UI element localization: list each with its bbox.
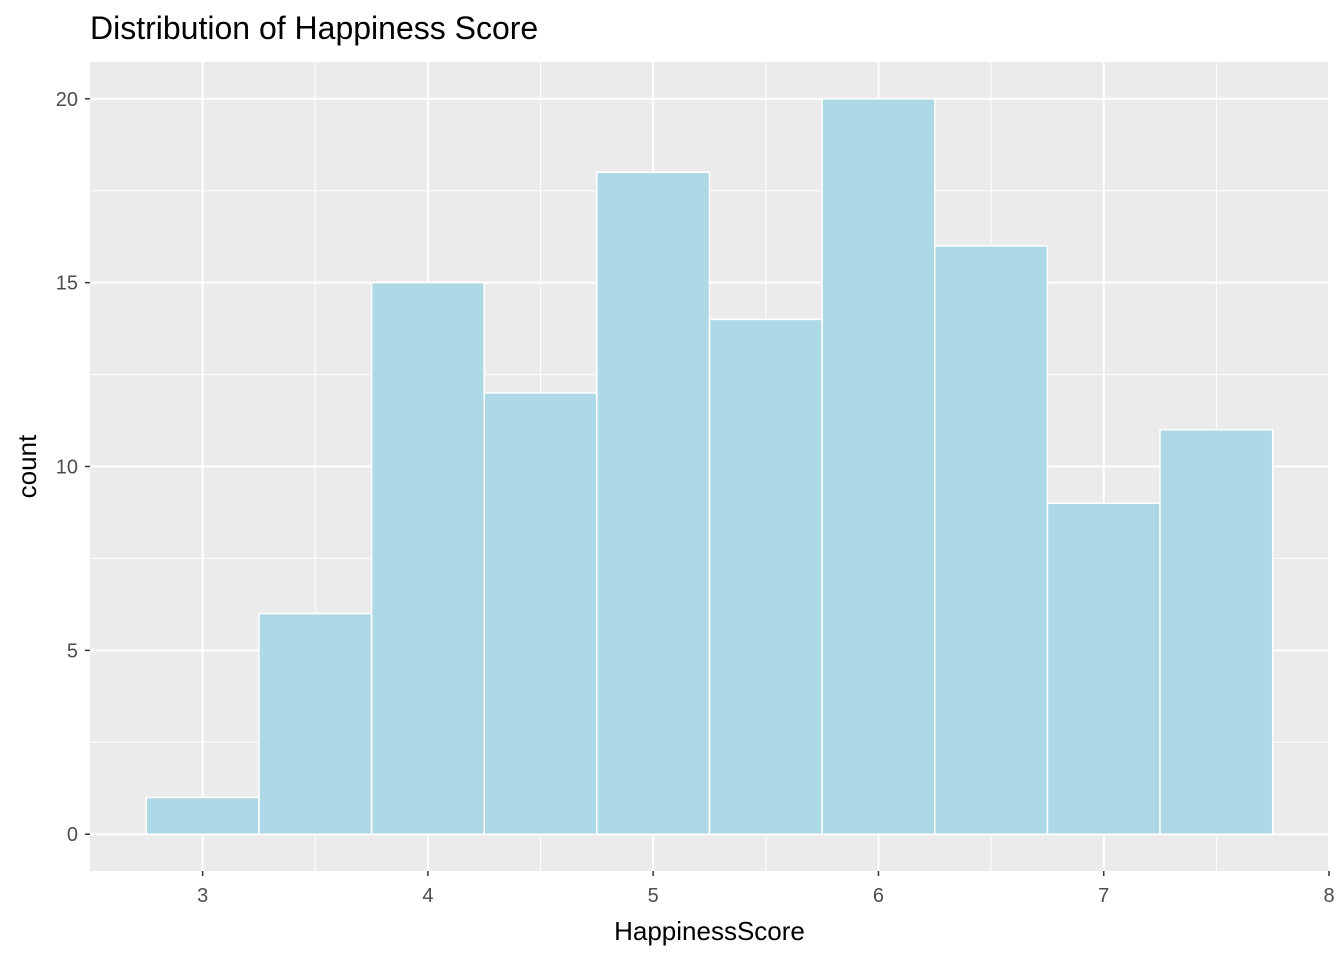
x-tick-label: 4 <box>422 885 433 907</box>
y-tick-label: 15 <box>56 273 78 295</box>
y-tick-label: 0 <box>67 824 78 846</box>
x-axis: 3 4 5 6 7 8 <box>197 871 1335 907</box>
y-axis: 0 5 10 15 20 <box>56 89 90 846</box>
histogram-bar-9 <box>1159 428 1274 835</box>
x-axis-title: HappinessScore <box>614 916 805 946</box>
x-tick-label: 6 <box>873 885 884 907</box>
chart-title: Distribution of Happiness Score <box>90 10 539 46</box>
histogram-bar-7 <box>934 245 1049 835</box>
y-tick-label: 5 <box>67 640 78 662</box>
histogram-bar-3 <box>483 392 598 835</box>
x-tick-label: 7 <box>1098 885 1109 907</box>
y-tick-label: 20 <box>56 89 78 111</box>
x-tick-label: 8 <box>1323 885 1334 907</box>
x-tick-label: 5 <box>648 885 659 907</box>
y-tick-label: 10 <box>56 457 78 479</box>
histogram-bar-2 <box>370 281 485 835</box>
histogram-bar-8 <box>1046 502 1161 835</box>
histogram-bars <box>145 98 1274 835</box>
x-tick-label: 3 <box>197 885 208 907</box>
histogram-bar-0 <box>145 796 260 835</box>
histogram-bar-5 <box>708 318 823 835</box>
histogram-bar-1 <box>258 612 373 835</box>
histogram-bar-4 <box>596 171 711 835</box>
y-axis-title: count <box>12 434 42 498</box>
histogram-bar-6 <box>821 98 936 835</box>
